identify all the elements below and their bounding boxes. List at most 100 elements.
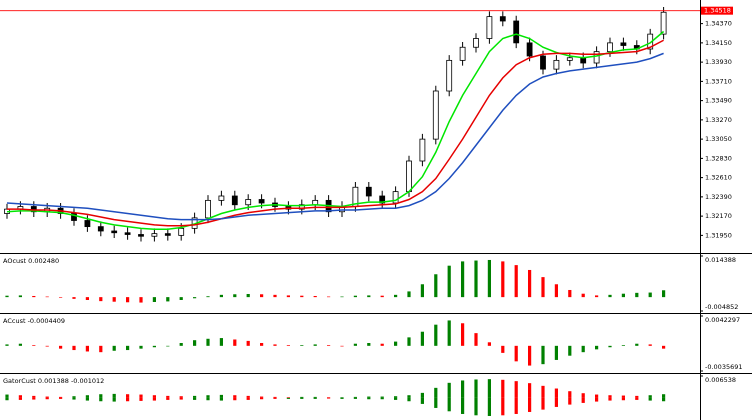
panel-title: GatorCust 0.001388 -0.001012 [3,377,104,385]
histogram-bar [394,294,398,298]
histogram-bar [528,397,532,412]
histogram-bar [72,345,76,351]
histogram-bar [219,294,223,298]
y-tick-label: 1.31950 [705,231,732,239]
histogram-bar [18,397,22,400]
histogram-bar [59,397,63,399]
histogram-bar [367,396,371,398]
candle-body [71,213,77,221]
histogram-bar [166,345,170,347]
candle-body [205,199,211,219]
histogram-bar [45,296,49,298]
histogram-bar [420,331,424,346]
histogram-bar [662,397,666,402]
y-tick-label: 1.33050 [705,135,732,143]
histogram-bar [85,395,89,398]
moving-average-line [7,39,664,227]
histogram-bar [541,385,545,398]
candle-body [432,90,439,140]
histogram-bar [112,345,116,351]
candle-body [553,59,560,70]
y-tick-label: 1.34370 [705,20,732,28]
histogram-bar [179,297,183,300]
y-tick-label: 0.014388 [705,256,736,264]
histogram-bar [313,295,317,298]
candle-body [365,186,372,197]
histogram-bar [621,395,625,398]
histogram-bar [206,397,210,401]
histogram-bar [152,397,156,401]
moving-average-line [6,30,665,230]
y-tick-label: -0.004852 [705,303,738,311]
candle-body [392,191,399,204]
histogram-bar [353,295,357,298]
candle-body [406,160,412,193]
y-tick-label: 1.33490 [705,97,732,105]
histogram-bar [327,296,331,298]
histogram-bar [233,339,237,346]
histogram-bar [461,323,465,346]
histogram-bar [514,397,518,414]
y-tick-label: 1.33930 [705,58,732,66]
histogram-bar [166,395,170,398]
histogram-bar [139,397,143,401]
histogram-bar [340,397,344,399]
histogram-bar [407,337,411,346]
histogram-bar [420,284,424,298]
histogram-bar [487,397,491,416]
histogram-bar [193,297,197,299]
histogram-bar [621,397,625,401]
histogram-bar [380,295,384,298]
histogram-bar [407,395,411,398]
current-price-box [701,6,733,15]
histogram-bar [219,397,223,401]
histogram-bar [353,396,357,398]
histogram-bar [152,395,156,398]
y-tick-label: 1.32170 [705,212,732,220]
histogram-bar [380,396,384,398]
histogram-bar [394,396,398,398]
candle-body [446,59,453,92]
histogram-bar [434,387,438,398]
histogram-bar [32,345,36,346]
candle-body [218,195,225,201]
histogram-bar [608,345,612,348]
histogram-bar [447,265,451,298]
candle-body [486,16,493,39]
histogram-bar [59,396,63,398]
candle-body [298,204,305,210]
histogram-bar [313,344,317,346]
histogram-bar [32,295,36,298]
histogram-bar [179,396,183,398]
y-tick-label: 1.33270 [705,116,732,124]
histogram-bar [353,397,357,399]
histogram-bar [394,397,398,400]
candle-body [245,199,252,206]
histogram-bar [72,397,76,400]
candle-body [97,226,104,232]
histogram-bar [246,397,250,400]
histogram-bar [487,379,491,398]
histogram-bar [340,397,344,398]
histogram-bar [514,345,518,362]
histogram-bar [380,343,384,346]
histogram-bar [99,345,103,353]
histogram-bar [407,291,411,298]
candle-body [151,233,158,237]
histogram-bar [219,338,223,346]
histogram-bar [193,340,197,346]
histogram-bar [554,388,558,398]
histogram-bar [635,397,639,400]
histogram-bar [327,397,331,399]
histogram-bar [233,397,237,401]
histogram-bar [595,394,599,398]
histogram-bar [447,320,451,346]
histogram-bar [126,297,130,303]
histogram-bar [501,379,505,398]
histogram-bar [18,343,22,346]
histogram-bar [487,342,491,346]
histogram-bar [5,397,9,401]
histogram-bar [139,297,143,303]
histogram-bar [461,380,465,398]
